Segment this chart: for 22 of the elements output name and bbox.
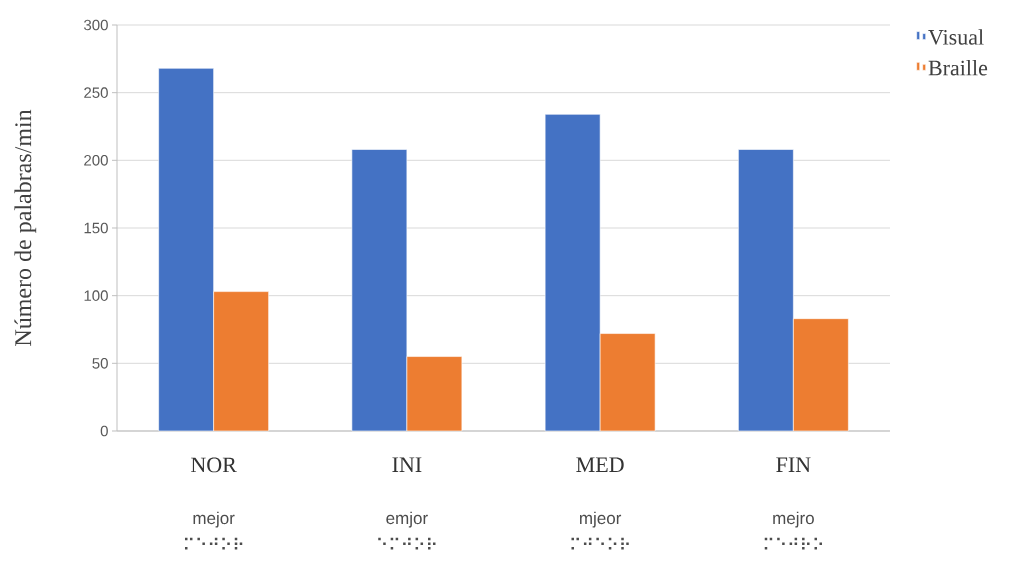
y-tick-label: 50 (92, 358, 108, 369)
x-tick-label: INI (392, 457, 422, 472)
text: mejro (773, 511, 814, 528)
text: ⠍⠚⠑⠕⠗ (571, 537, 629, 550)
y-tick-label: 300 (84, 19, 108, 31)
y-tick-label: 0 (100, 425, 108, 437)
x-tick-label: NOR (191, 457, 237, 473)
x-tick-label: FIN (776, 457, 811, 472)
x-tick-label: MED (576, 457, 624, 472)
y-axis-title: Número de palabras/min (14, 109, 37, 346)
text: ⠑⠍⠚⠕⠗ (378, 537, 436, 550)
text: mjeor (580, 511, 622, 528)
text: ⠍⠑⠚⠗⠕ (764, 537, 822, 550)
y-tick-label: 150 (84, 222, 108, 234)
text: emjor (386, 511, 428, 528)
y-tick-label: 100 (84, 290, 108, 301)
legend-label: Braille (928, 59, 988, 76)
text: mejor (193, 511, 235, 528)
text: ⠍⠑⠚⠕⠗ (185, 537, 243, 550)
y-tick-label: 250 (84, 87, 108, 98)
y-tick-label: 200 (84, 155, 108, 166)
legend-label: Visual (928, 29, 984, 45)
